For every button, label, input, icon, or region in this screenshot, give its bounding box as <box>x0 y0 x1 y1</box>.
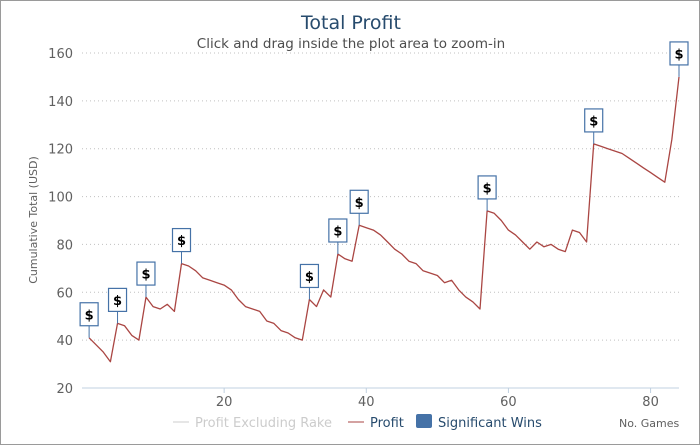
legend-label-significant-wins: Significant Wins <box>438 416 542 431</box>
flag-box <box>79 302 99 327</box>
significant-wins-flags[interactable]: $ $ $ $ $ $ $ $ $ $ <box>79 41 689 338</box>
flag-label: $ <box>305 270 314 285</box>
flag-box <box>299 263 320 289</box>
x-tick-label: 20 <box>216 395 233 410</box>
flag-label: $ <box>141 268 150 283</box>
series-line-profit[interactable] <box>88 76 680 363</box>
flag-label: $ <box>85 308 94 323</box>
y-tick-label: 80 <box>56 238 73 253</box>
significant-win-flag[interactable]: $ <box>299 263 320 300</box>
flag-label: $ <box>333 225 342 240</box>
flag-box <box>669 41 689 66</box>
y-tick-label: 100 <box>48 191 73 206</box>
flag-label: $ <box>674 47 683 62</box>
y-tick-label: 120 <box>48 143 73 158</box>
significant-win-flag[interactable]: $ <box>584 108 604 144</box>
y-tick-label: 140 <box>48 95 73 110</box>
flag-box <box>349 189 369 214</box>
flag-label: $ <box>355 196 364 211</box>
chart-title: Total Profit <box>300 12 401 34</box>
significant-win-flag[interactable]: $ <box>477 175 497 211</box>
significant-win-flag[interactable]: $ <box>79 302 99 338</box>
significant-win-flag[interactable]: $ <box>107 287 128 324</box>
flag-box <box>477 175 497 200</box>
legend-item-profit[interactable]: Profit <box>348 416 404 431</box>
significant-win-flag[interactable]: $ <box>171 227 192 264</box>
x-axis-title: No. Games <box>619 417 680 430</box>
y-axis-title: Cumulative Total (USD) <box>27 156 40 284</box>
flag-box <box>171 227 192 253</box>
flag-box <box>107 287 128 312</box>
y-tick-label: 40 <box>56 334 73 349</box>
legend-symbol-significant-wins <box>416 414 432 428</box>
series-layer[interactable] <box>88 76 680 363</box>
y-tick-label: 160 <box>48 47 73 62</box>
y-tick-label: 60 <box>56 286 73 301</box>
flag-box <box>328 218 348 243</box>
significant-win-flag[interactable]: $ <box>136 261 156 298</box>
x-axis-ticks: 20 40 60 80 <box>82 387 679 410</box>
flag-label: $ <box>177 234 186 249</box>
y-tick-label: 20 <box>56 382 73 397</box>
flag-box <box>136 261 156 286</box>
legend-label-profit-excluding-rake: Profit Excluding Rake <box>195 416 332 431</box>
significant-win-flag[interactable]: $ <box>669 41 689 77</box>
significant-win-flag[interactable]: $ <box>328 218 348 254</box>
x-tick-label: 60 <box>500 395 517 410</box>
chart-subtitle: Click and drag inside the plot area to z… <box>197 36 505 52</box>
x-tick-label: 40 <box>358 395 375 410</box>
x-tick-label: 80 <box>642 395 659 410</box>
legend[interactable]: Profit Excluding Rake Profit Significant… <box>173 414 542 431</box>
y-axis-ticks: 20 40 60 80 100 120 140 160 <box>48 47 73 397</box>
flag-box <box>584 108 604 133</box>
flag-label: $ <box>483 181 492 196</box>
significant-win-flag[interactable]: $ <box>349 189 369 226</box>
flag-label: $ <box>589 114 598 129</box>
flag-label: $ <box>113 294 122 309</box>
legend-item-significant-wins[interactable]: Significant Wins <box>416 414 542 431</box>
legend-item-profit-excluding-rake[interactable]: Profit Excluding Rake <box>173 416 332 431</box>
legend-label-profit: Profit <box>370 416 404 431</box>
